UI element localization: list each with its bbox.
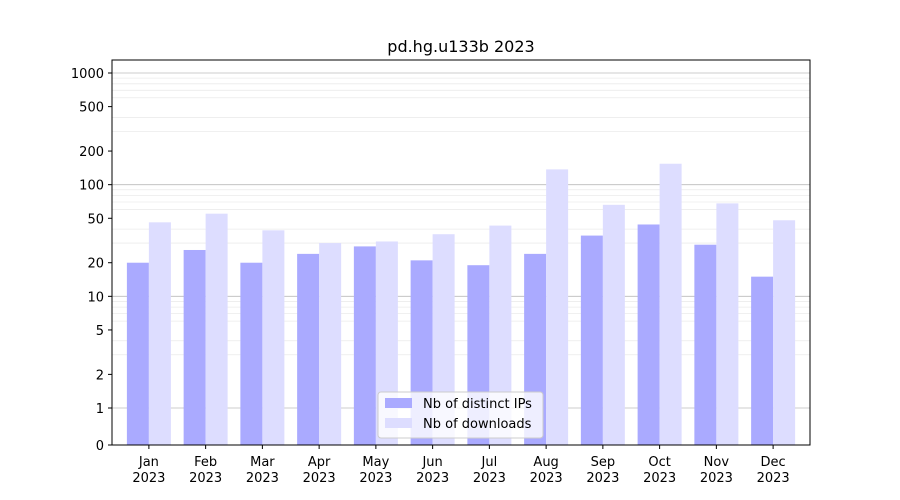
- y-tick-label: 0: [96, 439, 104, 454]
- y-tick-label: 5: [96, 324, 104, 339]
- bar-distinct-ips: [183, 249, 206, 445]
- bar-distinct-ips: [637, 224, 660, 445]
- x-tick-label: May 2023: [359, 455, 392, 486]
- bar-downloads: [602, 204, 625, 445]
- bar-downloads: [773, 220, 796, 445]
- y-tick-label: 100: [79, 179, 104, 194]
- y-tick-label: 2: [96, 368, 104, 383]
- x-tick-label: Aug 2023: [530, 455, 563, 486]
- x-tick-label: Nov 2023: [700, 455, 733, 486]
- y-tick-label: 500: [79, 101, 104, 116]
- bar-downloads: [148, 222, 171, 445]
- bar-downloads: [659, 163, 682, 445]
- bar-downloads: [205, 213, 228, 445]
- bar-distinct-ips: [297, 253, 320, 445]
- x-tick-label: Oct 2023: [643, 455, 676, 486]
- bar-distinct-ips: [694, 244, 717, 445]
- x-tick-label: Jun 2023: [416, 455, 449, 486]
- legend-swatch: [385, 398, 412, 408]
- bar-distinct-ips: [353, 246, 376, 445]
- legend-label: Nb of downloads: [423, 417, 532, 432]
- chart-title: pd.hg.u133b 2023: [387, 37, 534, 56]
- x-tick-label: Feb 2023: [189, 455, 222, 486]
- plot-frame: [111, 59, 811, 446]
- x-axis: Jan 2023 Feb 2023 Mar 2023 Apr 2023 May 2023 Jun 20…: [132, 445, 790, 486]
- bar-distinct-ips: [240, 262, 263, 445]
- legend-swatch: [385, 418, 412, 428]
- bar-downloads: [546, 169, 569, 445]
- y-axis: 0 1 2 5 10 20 50 100 200 500 1000: [71, 67, 112, 454]
- y-tick-label: 20: [87, 257, 104, 272]
- y-tick-label: 50: [87, 212, 104, 227]
- y-tick-label: 10: [87, 290, 104, 305]
- bar-downloads: [489, 225, 512, 445]
- x-tick-label: Mar 2023: [246, 455, 279, 486]
- x-tick-label: Jan 2023: [132, 455, 165, 486]
- y-tick-label: 1: [96, 402, 104, 417]
- bar-downloads: [716, 203, 739, 445]
- x-tick-label: Apr 2023: [303, 455, 336, 486]
- legend-box: [377, 391, 544, 439]
- x-tick-label: Sep 2023: [586, 455, 619, 486]
- x-tick-label: Jul 2023: [473, 455, 506, 486]
- bar-distinct-ips: [126, 262, 149, 445]
- bar-distinct-ips: [580, 235, 603, 445]
- y-tick-label: 200: [79, 145, 104, 160]
- legend-label: Nb of distinct IPs: [423, 397, 532, 412]
- bar-downloads: [319, 243, 342, 445]
- legend: Nb of distinct IPs Nb of downloads: [377, 391, 544, 439]
- grid-lines: [112, 72, 810, 409]
- bar-distinct-ips: [751, 276, 774, 445]
- y-tick-label: 1000: [71, 67, 104, 82]
- bar-downloads: [262, 230, 285, 445]
- x-tick-label: Dec 2023: [757, 455, 790, 486]
